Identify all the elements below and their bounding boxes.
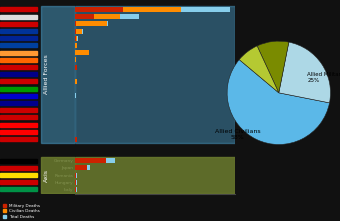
Bar [75,157,235,193]
Bar [75,14,95,19]
Bar [0,123,37,127]
Bar [0,15,37,19]
Text: Allied Forces: Allied Forces [44,54,49,94]
Bar [0,173,37,177]
Bar [0,65,37,69]
Bar [75,7,230,12]
Bar [75,50,89,55]
Text: Allied Civilians
58%: Allied Civilians 58% [215,129,260,140]
Bar [75,158,115,163]
Bar [75,14,139,19]
Bar [0,44,37,48]
Bar [75,180,76,185]
Bar [0,115,37,120]
Bar [0,130,37,134]
Bar [75,7,123,12]
Bar [75,43,76,48]
Bar [0,180,37,184]
Text: Axis: Axis [44,169,49,181]
Bar [75,65,77,70]
FancyBboxPatch shape [41,6,75,143]
Wedge shape [239,46,279,93]
Bar [0,94,37,98]
Bar [75,187,76,192]
Bar [0,29,37,33]
Bar [0,187,37,191]
Bar [0,108,37,112]
Bar [75,137,77,142]
FancyBboxPatch shape [41,157,75,193]
Bar [75,29,83,34]
Bar [0,58,37,62]
Bar [75,65,77,70]
Bar [0,87,37,91]
Bar [75,29,76,34]
Bar [75,187,77,192]
Bar [75,36,76,41]
Bar [75,79,77,84]
Bar [75,6,235,143]
Bar [75,7,181,12]
Bar [75,50,89,55]
Wedge shape [279,42,330,103]
Legend: Military Deaths, Civilian Deaths, Total Deaths: Military Deaths, Civilian Deaths, Total … [2,204,40,219]
Wedge shape [257,41,289,93]
Bar [0,51,37,55]
Bar [0,101,37,105]
Bar [0,159,37,163]
Bar [0,72,37,76]
Bar [75,173,76,177]
Bar [75,165,90,170]
Bar [75,165,79,170]
Bar [0,166,37,170]
Bar [75,29,82,34]
Bar [75,79,77,84]
Bar [75,165,87,170]
Bar [75,158,84,163]
Bar [75,173,77,177]
Bar [75,158,106,163]
Bar [75,93,76,98]
Bar [75,43,77,48]
Bar [0,137,37,141]
Bar [0,22,37,26]
Bar [0,36,37,40]
Text: Allied Military
25%: Allied Military 25% [307,72,340,83]
Bar [75,14,120,19]
Bar [75,187,76,192]
Bar [75,21,108,26]
Bar [75,137,77,142]
Bar [75,57,76,62]
Bar [75,36,78,41]
Bar [75,21,76,26]
Wedge shape [227,60,329,145]
Bar [75,57,76,62]
Bar [75,36,77,41]
Bar [75,21,106,26]
Bar [0,8,37,11]
Bar [75,180,77,185]
Bar [0,79,37,84]
